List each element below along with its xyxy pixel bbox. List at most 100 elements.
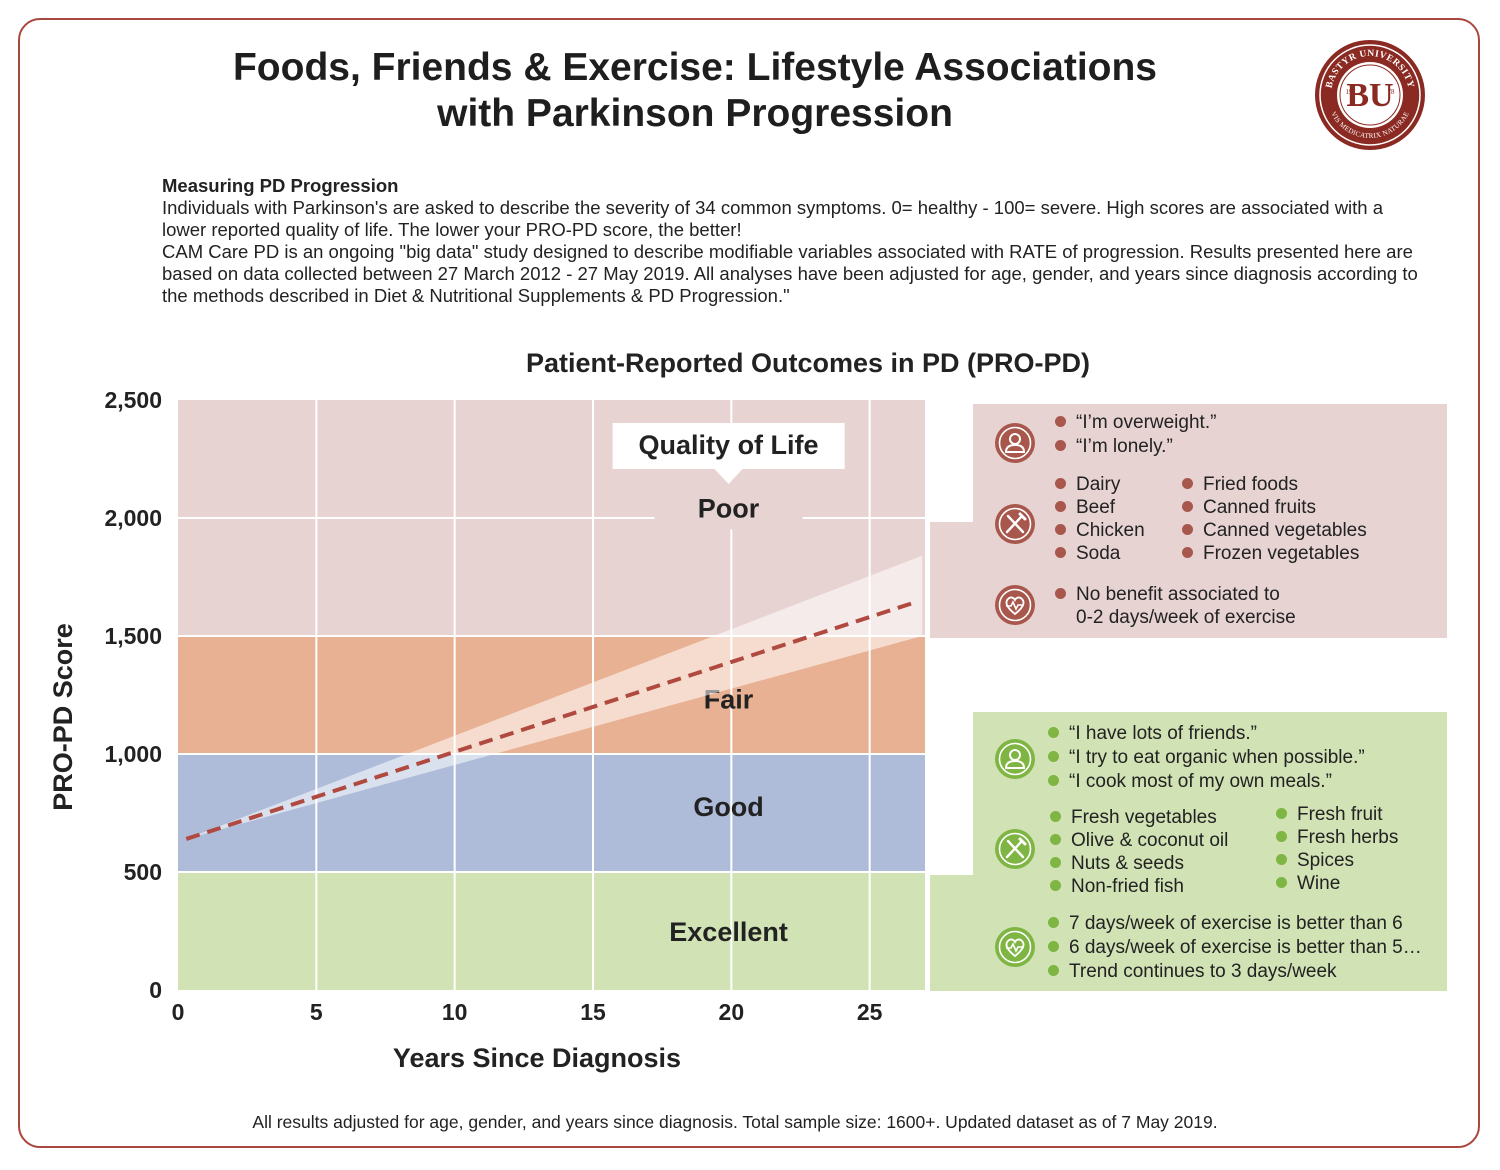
excellent-exercise-line: 6 days/week of exercise is better than 5…: [1048, 937, 1422, 959]
excellent-food-item-text: Non-fried fish: [1071, 876, 1184, 897]
quality-of-life-callout-box: [612, 423, 845, 484]
intro-text: Measuring PD Progression Individuals wit…: [162, 175, 1422, 307]
bullet-dot: [1276, 808, 1287, 819]
footer-note: All results adjusted for age, gender, an…: [252, 1112, 1218, 1132]
excellent-exercise-line: 7 days/week of exercise is better than 6: [1048, 913, 1403, 935]
excellent-food-item: Fresh fruit: [1276, 804, 1383, 826]
bullet-dot: [1048, 941, 1059, 952]
excellent-food-item: Wine: [1276, 873, 1340, 895]
bullet-dot: [1048, 751, 1059, 762]
excellent-exercise-line-text: 7 days/week of exercise is better than 6: [1069, 913, 1403, 934]
excellent-exercise-line: Trend continues to 3 days/week: [1048, 961, 1337, 983]
x-axis-label: Years Since Diagnosis: [393, 1043, 681, 1073]
excellent-panel-background: [930, 712, 1447, 991]
band-label-excellent: Excellent: [669, 917, 788, 947]
poor-food-item: Beef: [1055, 497, 1115, 519]
bullet-dot: [1055, 478, 1066, 489]
page-title-line-2: with Parkinson Progression: [437, 92, 953, 135]
excellent-food-item-text: Fresh herbs: [1297, 827, 1399, 848]
svg-text:78: 78: [1388, 88, 1396, 96]
bullet-dot: [1055, 588, 1066, 599]
excellent-food-item-text: Wine: [1297, 873, 1341, 894]
x-tick-label: 15: [580, 999, 606, 1025]
poor-exercise-line: 0-2 days/week of exercise: [1076, 607, 1296, 629]
x-tick-label: 5: [310, 999, 323, 1025]
poor-quote: “I’m overweight.”: [1055, 412, 1216, 434]
excellent-food-item-text: Spices: [1297, 850, 1355, 871]
poor-food-item-text: Canned vegetables: [1203, 520, 1367, 541]
bullet-dot: [1055, 547, 1066, 558]
trend-line: [185, 599, 918, 841]
excellent-quote-text: “I have lots of friends.”: [1069, 723, 1257, 744]
x-tick-label: 0: [172, 999, 185, 1025]
y-tick-label: 0: [149, 977, 162, 1003]
bullet-dot: [1048, 727, 1059, 738]
poor-food-item: Dairy: [1055, 474, 1120, 496]
poor-food-item: Frozen vegetables: [1182, 543, 1359, 565]
excellent-exercise-line-text: 6 days/week of exercise is better than 5…: [1069, 937, 1422, 958]
excellent-food-item: Fresh herbs: [1276, 827, 1398, 849]
chart-title: Patient-Reported Outcomes in PD (PRO-PD): [526, 348, 1090, 378]
poor-exercise-line-text: 0-2 days/week of exercise: [1076, 607, 1296, 628]
excellent-food-item-text: Nuts & seeds: [1071, 853, 1184, 874]
band-excellent: [178, 872, 925, 990]
poor-quote: “I’m lonely.”: [1055, 436, 1173, 458]
excellent-quote: “I have lots of friends.”: [1048, 723, 1257, 745]
person-icon: [994, 422, 1036, 464]
excellent-food-item-text: Fresh vegetables: [1071, 807, 1217, 828]
band-label-poor: Poor: [698, 493, 760, 523]
excellent-quote: “I try to eat organic when possible.”: [1048, 747, 1365, 769]
poor-food-item: Soda: [1055, 543, 1120, 565]
y-tick-label: 1,500: [104, 623, 162, 649]
excellent-food-item: Olive & coconut oil: [1050, 830, 1228, 852]
bullet-dot: [1050, 811, 1061, 822]
bullet-dot: [1050, 857, 1061, 868]
bullet-dot: [1048, 775, 1059, 786]
poor-quote-text: “I’m overweight.”: [1076, 412, 1217, 433]
excellent-quote-text: “I try to eat organic when possible.”: [1069, 747, 1365, 768]
bullet-dot: [1055, 501, 1066, 512]
bullet-dot: [1182, 478, 1193, 489]
poor-food-item-text: Soda: [1076, 543, 1121, 564]
bullet-dot: [1182, 547, 1193, 558]
excellent-exercise-line-text: Trend continues to 3 days/week: [1069, 961, 1337, 982]
excellent-quote: “I cook most of my own meals.”: [1048, 771, 1332, 793]
poor-food-item: Canned vegetables: [1182, 520, 1367, 542]
confidence-band: [186, 555, 923, 839]
poor-quote-text: “I’m lonely.”: [1076, 436, 1173, 457]
university-seal-logo: BU 19 78 BASTYR UNIVERSITY VIS MEDICATRI…: [1315, 40, 1425, 150]
poor-panel-background: [930, 404, 1447, 638]
band-good: [178, 754, 925, 872]
bullet-dot: [1050, 880, 1061, 891]
heartbeat-icon: [994, 584, 1036, 626]
poor-label-bg: [654, 479, 803, 530]
person-icon: [994, 738, 1036, 780]
excellent-food-item-text: Olive & coconut oil: [1071, 830, 1229, 851]
bullet-dot: [1182, 524, 1193, 535]
poor-food-item: Fried foods: [1182, 474, 1298, 496]
excellent-food-item: Spices: [1276, 850, 1354, 872]
page-frame: [18, 18, 1480, 1148]
bullet-dot: [1048, 965, 1059, 976]
poor-food-item-text: Frozen vegetables: [1203, 543, 1360, 564]
x-tick-label: 25: [857, 999, 883, 1025]
poor-food-item-text: Chicken: [1076, 520, 1145, 541]
poor-exercise-line: No benefit associated to: [1055, 584, 1280, 606]
poor-food-item-text: Canned fruits: [1203, 497, 1317, 518]
bullet-dot: [1276, 831, 1287, 842]
bullet-dot: [1182, 501, 1193, 512]
bullet-dot: [1276, 877, 1287, 888]
heartbeat-icon: [994, 926, 1036, 968]
intro-heading: Measuring PD Progression: [162, 175, 399, 196]
poor-food-item-text: Fried foods: [1203, 474, 1299, 495]
excellent-food-item-text: Fresh fruit: [1297, 804, 1383, 825]
y-tick-label: 500: [124, 859, 162, 885]
intro-paragraph-2: CAM Care PD is an ongoing "big data" stu…: [162, 241, 1418, 306]
poor-food-item-text: Dairy: [1076, 474, 1121, 495]
band-label-good: Good: [693, 792, 763, 822]
bullet-dot: [1050, 834, 1061, 845]
bullet-dot: [1055, 416, 1066, 427]
y-axis-label: PRO-PD Score: [48, 623, 78, 811]
svg-text:BU: BU: [1346, 77, 1393, 114]
